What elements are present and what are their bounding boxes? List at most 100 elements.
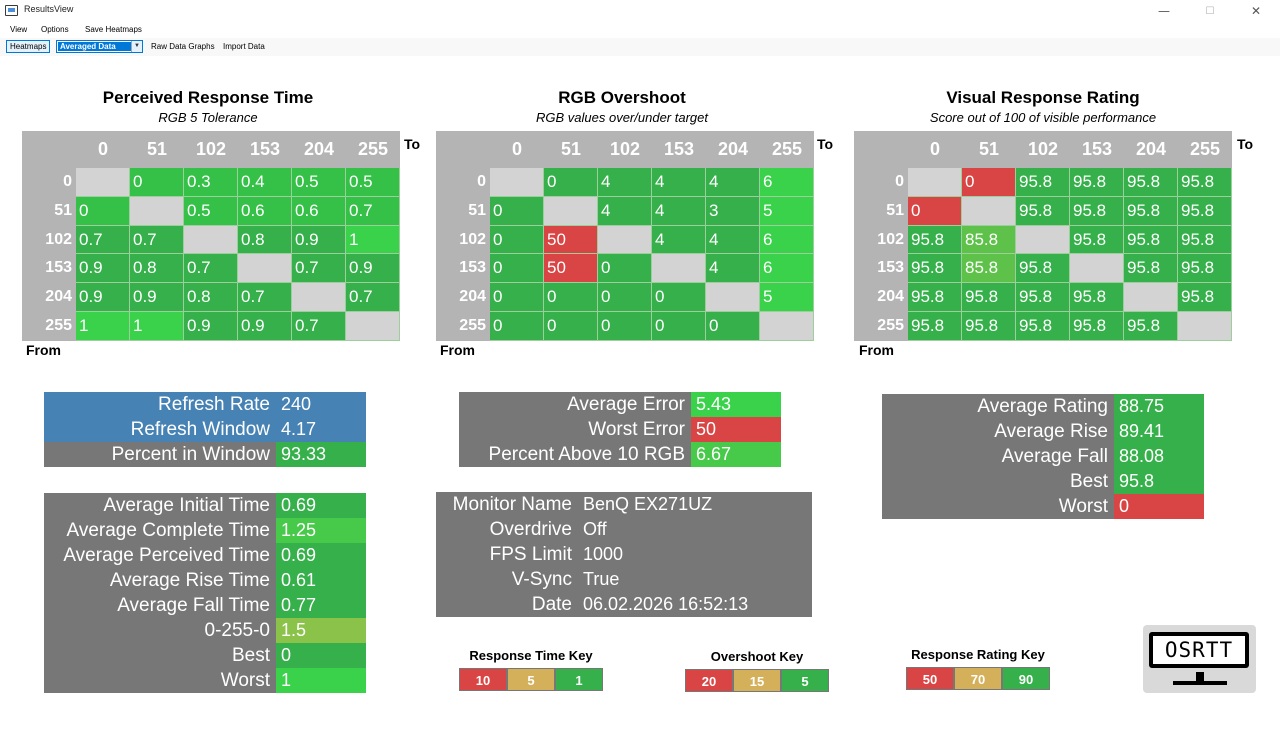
minimize-button[interactable]: — [1158,4,1170,18]
heatmap-cell: 95.8 [1016,312,1070,341]
heatmap-cell: 95.8 [1124,254,1178,284]
heatmap-cell: 4 [706,225,760,255]
stat-value: 1000 [578,542,812,567]
heatmap-cell: 0 [490,283,544,312]
heatmap-cell: 0.9 [184,312,238,341]
stat-row: Worst 0 [882,494,1204,519]
stat-row: 0-255-0 1.5 [44,618,366,643]
heatmap-cell: 0.3 [184,168,238,197]
stat-row: Monitor Name BenQ EX271UZ [436,492,812,517]
heatmap-cell [1070,254,1124,284]
heatmaps-button[interactable]: Heatmaps [6,40,51,53]
heatmap-cell: 95.8 [1070,283,1124,312]
stat-value: 5.43 [691,392,781,417]
heatmap-column-label: 51 [978,139,1000,159]
stat-row: Average Initial Time 0.69 [44,493,366,518]
stat-row: Best 95.8 [882,469,1204,494]
key-title: Response Time Key [469,648,593,663]
raw-data-graphs-button[interactable]: Raw Data Graphs [151,42,215,51]
stat-row: Average Complete Time 1.25 [44,518,366,543]
stat-row: Average Error 5.43 [459,392,781,417]
stat-row: Refresh Window 4.17 [44,417,366,442]
stat-label: Overdrive [436,517,578,542]
heatmap-row-label: 102 [45,230,72,248]
heatmap-cell: 0.9 [238,312,292,341]
stat-label: 0-255-0 [44,618,276,643]
import-data-button[interactable]: Import Data [223,42,265,51]
heatmap-cell: 5 [760,196,814,226]
stat-row: Average Rating 88.75 [882,394,1204,419]
stat-label: Average Perceived Time [44,543,276,568]
menu-save-heatmaps[interactable]: Save Heatmaps [85,25,142,34]
heatmap-cell: 0.7 [346,196,400,226]
key-cell: 15 [733,669,781,692]
heatmap-row-label: 51 [886,201,904,219]
refresh-panel: Refresh Rate 240 Refresh Window 4.17 Percent… [44,392,366,467]
stat-value: 4.17 [276,417,366,442]
stat-row: Average Rise Time 0.61 [44,568,366,593]
heatmap-cell: 4 [652,225,706,255]
heatmap-cell: 0 [598,283,652,312]
heatmap-column-label: 102 [1027,139,1059,159]
stat-row: Refresh Rate 240 [44,392,366,417]
heatmap-cell: 50 [544,254,598,284]
heatmap-cell: 0 [490,225,544,255]
heatmap-cell: 95.8 [962,312,1016,341]
menu-view[interactable]: View [10,25,28,34]
key-title: Response Rating Key [911,647,1045,662]
heatmap-cell [908,168,962,197]
heatmap-cell: 0.4 [238,168,292,197]
stat-value: 0 [276,643,366,668]
heatmap-cell: 0 [652,283,706,312]
stat-value: 50 [691,417,781,442]
heatmap-cell: 6 [760,225,814,255]
heatmap-cell: 0 [598,312,652,341]
heatmap-cell: 6 [760,168,814,197]
heatmap-cell: 95.8 [1124,312,1178,341]
heatmap-cell [1124,283,1178,312]
heatmap-cell: 95.8 [1178,225,1232,255]
heatmap-cell: 95.8 [962,283,1016,312]
heatmap-cell [652,254,706,284]
heatmap-cell: 0 [490,312,544,341]
heatmap-subtitle: RGB 5 Tolerance [158,110,258,125]
stat-label: V-Sync [436,567,578,592]
heatmap-cell [962,196,1016,226]
heatmap-cell: 0.7 [292,312,346,341]
close-button[interactable]: ✕ [1250,4,1262,18]
app-icon [5,5,18,16]
heatmap-column-label: 51 [560,139,582,159]
stat-label: Refresh Window [44,417,276,442]
heatmap-column-label: 0 [97,139,108,159]
heatmap-cell: 0 [130,168,184,197]
heatmap-cell: 0 [544,312,598,341]
chevron-down-icon[interactable]: ▼ [131,41,142,52]
heatmap-column-label: 204 [303,139,335,159]
heatmap-cell: 4 [706,168,760,197]
heatmap-column-label: 255 [771,139,803,159]
heatmap-cell: 0.6 [238,196,292,226]
heatmap-cell [238,254,292,284]
data-select[interactable]: Averaged Data ▼ [56,40,143,53]
heatmap-cell: 85.8 [962,254,1016,284]
stat-row: Average Perceived Time 0.69 [44,543,366,568]
heatmap-cell: 95.8 [1124,168,1178,197]
heatmap-cell: 0.9 [76,254,130,284]
stat-row: Worst Error 50 [459,417,781,442]
heatmap-cell [1178,312,1232,341]
stat-label: Average Fall Time [44,593,276,618]
maximize-button[interactable]: ☐ [1205,5,1215,17]
heatmap-cell [760,312,814,341]
heatmap-cell: 95.8 [1016,283,1070,312]
overshoot-panel: Average Error 5.43 Worst Error 50 Percent Ab… [459,392,781,467]
heatmap-cell: 0.8 [238,225,292,255]
heatmap-cell: 0.7 [184,254,238,284]
menu-options[interactable]: Options [41,25,69,34]
heatmap-row-label: 204 [459,288,486,306]
heatmap-cell: 0 [652,312,706,341]
stat-row: Date 06.02.2026 16:52:13 [436,592,812,617]
heatmap-cell: 0.5 [346,168,400,197]
heatmap-cell: 95.8 [1070,312,1124,341]
stat-row: Average Fall Time 0.77 [44,593,366,618]
heatmap-row-label: 153 [459,259,486,277]
